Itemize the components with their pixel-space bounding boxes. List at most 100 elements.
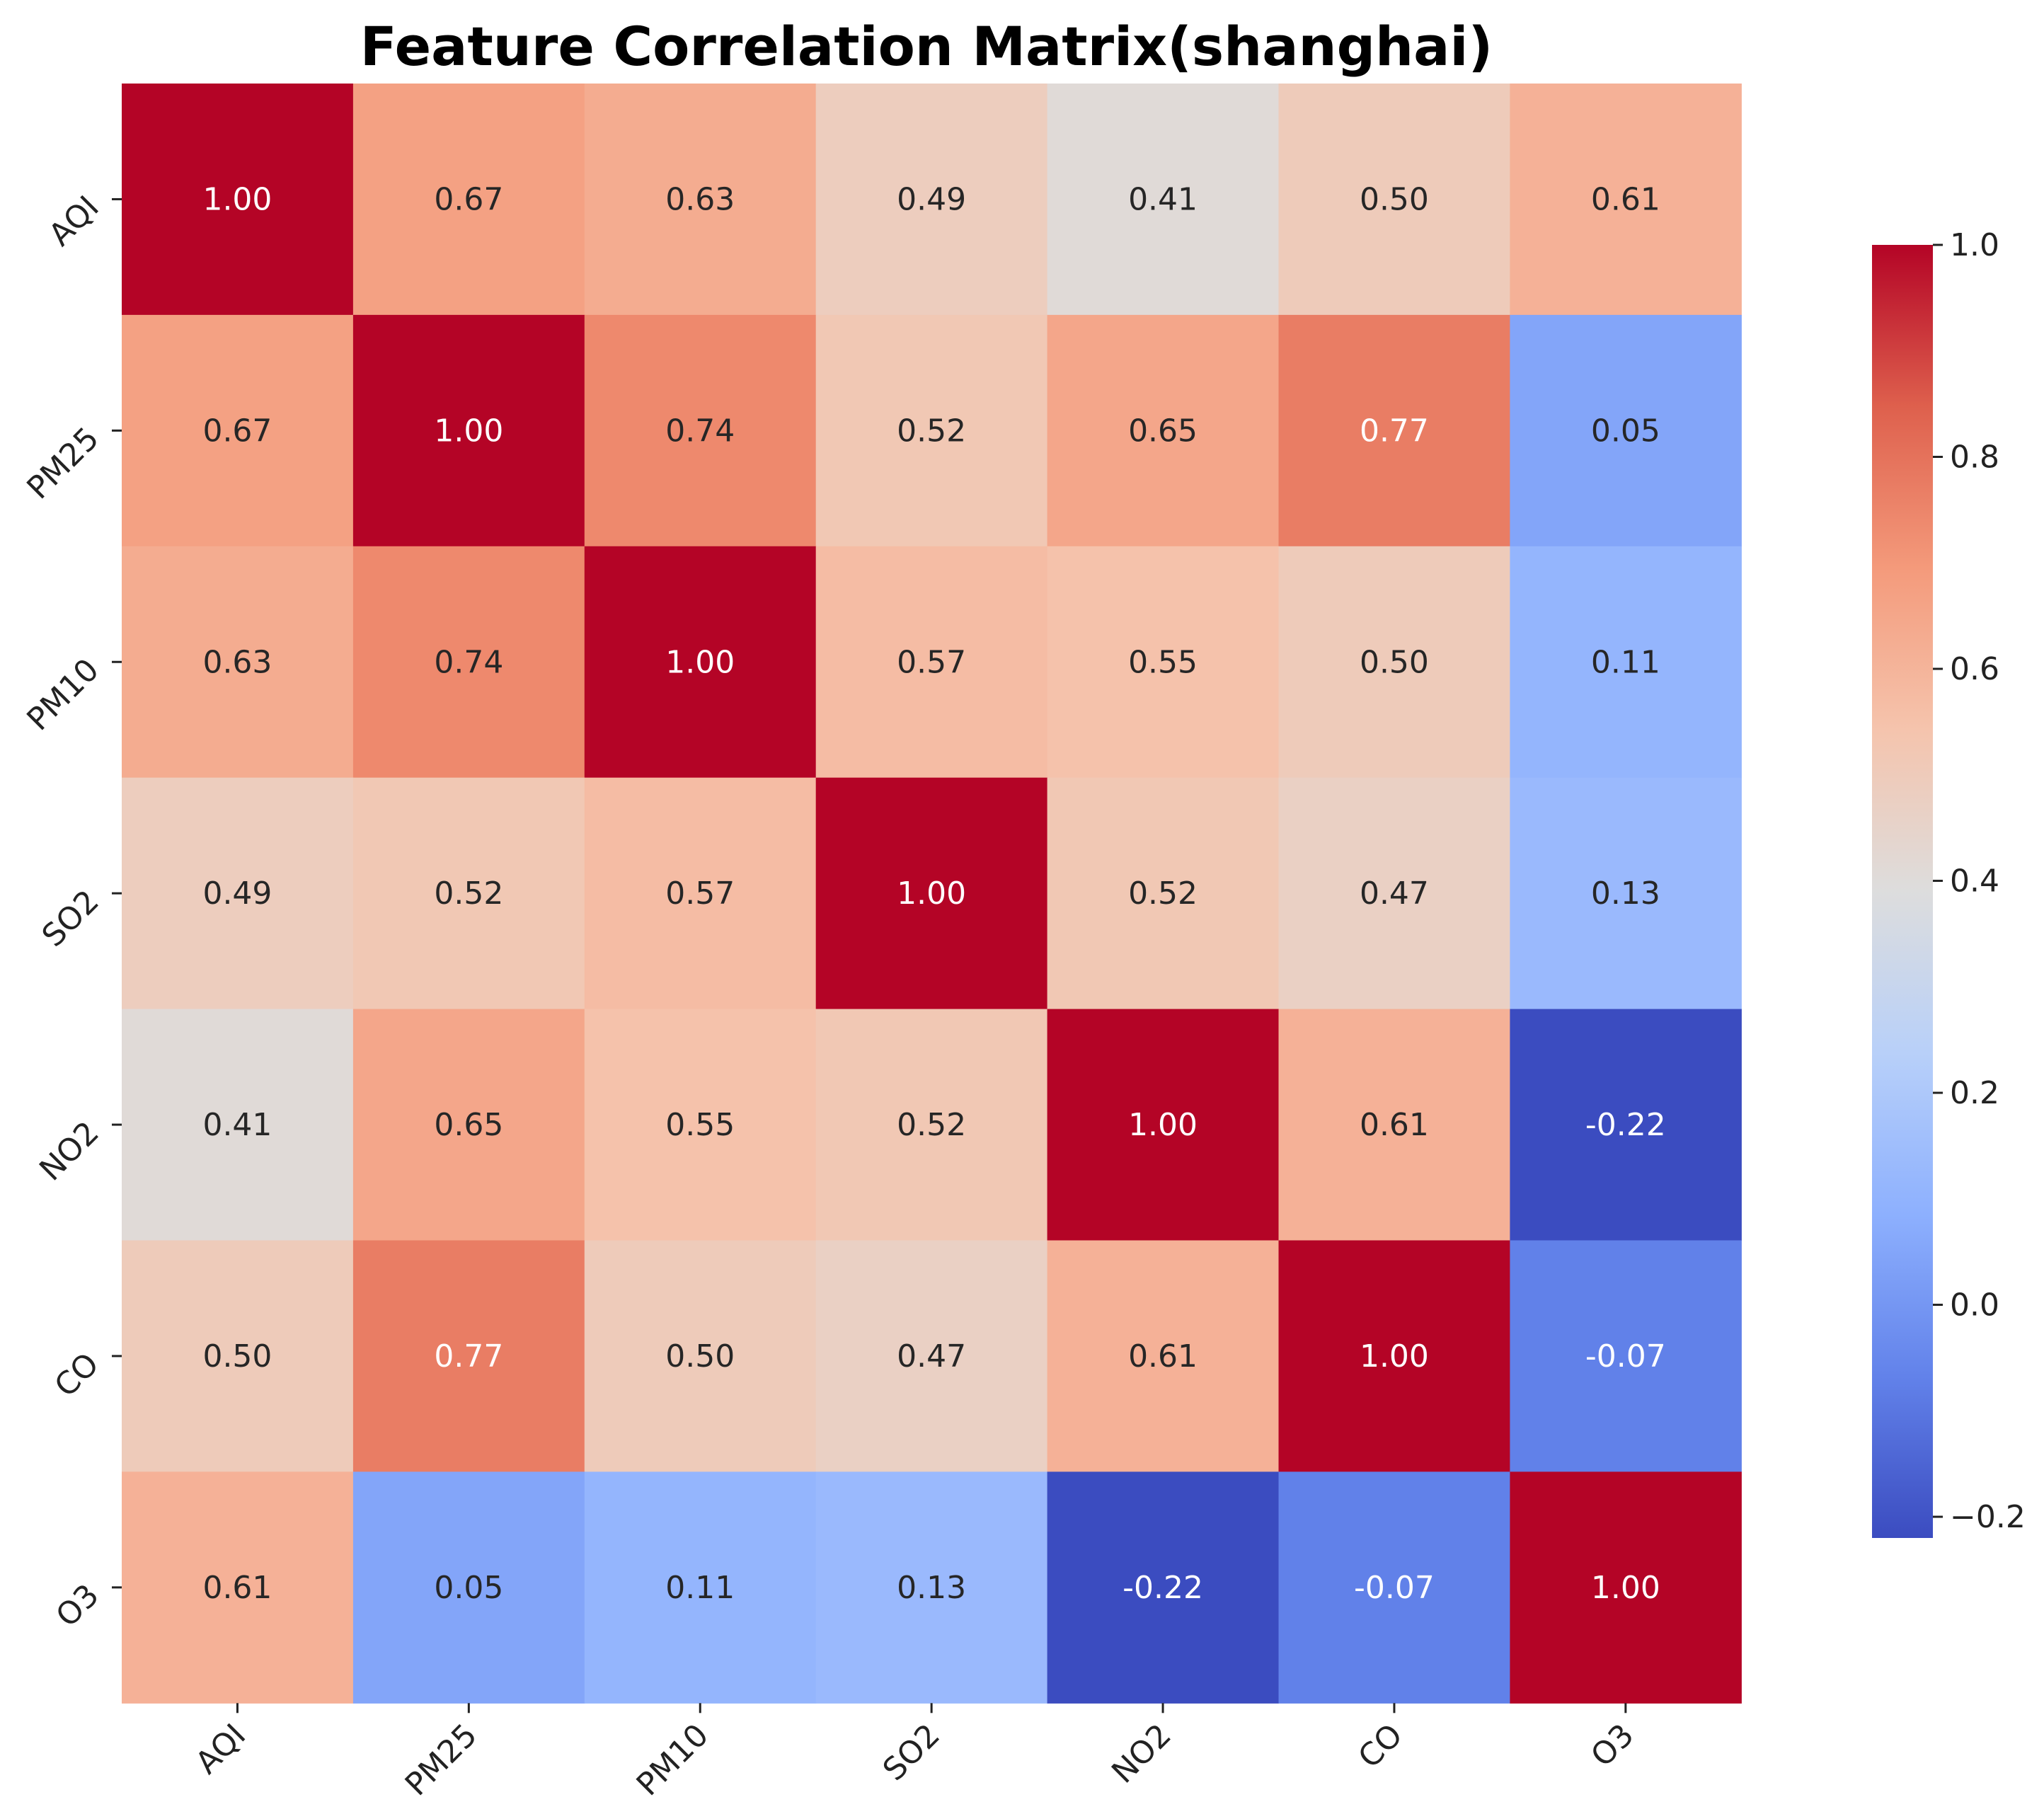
y-tick-label: PM25 [21,420,106,506]
cell-value-label: 0.74 [665,413,735,449]
cell-value-label: 0.55 [665,1107,735,1143]
heatmap-cell [584,314,817,547]
heatmap-cell [1510,1009,1742,1241]
colorbar-ticks: −0.2 0.0 0.2 0.4 0.6 0.8 1.0 [1933,227,2026,1535]
heatmap-cell [584,1009,817,1241]
heatmap-cell [1278,314,1510,547]
cell-value-label: 0.57 [897,644,966,680]
colorbar-tick-label: 0.0 [1950,1287,1999,1324]
heatmap-cell [584,1471,817,1704]
x-tick-label: PM10 [630,1717,716,1803]
heatmap-cell [1510,777,1742,1010]
cell-value-label: 1.00 [665,644,735,680]
cell-value-label: 0.47 [897,1338,966,1374]
cell-value-label: 0.77 [434,1338,503,1374]
chart-title: Feature Correlation Matrix(shanghai) [360,15,1493,78]
colorbar-tick-label: −0.2 [1950,1499,2026,1535]
heatmap-cell [1510,1471,1742,1704]
colorbar-tick-label: 0.8 [1950,440,1999,476]
cell-value-label: 0.63 [202,644,272,680]
y-tick-label: O3 [49,1578,105,1634]
cell-value-label: 0.05 [1591,413,1660,449]
heatmap-cell [122,777,354,1010]
x-tick-label: PM25 [398,1717,484,1803]
heatmap-cell [122,1471,354,1704]
cell-value-label: 0.52 [434,876,503,912]
x-tick-label: CO [1351,1717,1409,1775]
x-tick-label: NO2 [1105,1717,1178,1791]
heatmap-cell [815,314,1048,547]
heatmap-cell [1047,314,1280,547]
heatmap-cell [1278,1471,1510,1704]
cell-value-label: 0.13 [1591,876,1660,912]
cell-value-label: 0.65 [1128,413,1198,449]
cell-value-label: 1.00 [202,181,272,217]
heatmap-cell [122,1009,354,1241]
cell-value-label: 0.13 [897,1570,966,1606]
heatmap-cell [584,1240,817,1472]
cell-value-label: 0.11 [1591,644,1660,680]
y-tick-label: CO [47,1346,105,1404]
y-tick-label: SO2 [35,883,106,954]
colorbar-tick-label: 0.2 [1950,1075,1999,1111]
cell-value-label: 0.74 [434,644,503,680]
heatmap-cell [584,777,817,1010]
heatmap-cell [815,1009,1048,1241]
heatmap-cell [1047,1009,1280,1241]
colorbar-tick-label: 1.0 [1950,227,1999,263]
y-tick-label: PM10 [21,652,106,737]
y-tick-label: AQI [42,189,105,253]
cell-value-label: 0.50 [1360,181,1429,217]
heatmap-cell [1278,1240,1510,1472]
cell-value-label: -0.07 [1354,1570,1435,1606]
heatmap-cell [1278,546,1510,779]
x-tick-label: SO2 [876,1717,947,1788]
y-axis: AQI PM25 PM10 SO2 NO2 CO O3 [21,189,122,1634]
cell-value-label: 1.00 [1360,1338,1429,1374]
cell-value-label: 0.61 [1128,1338,1198,1374]
heatmap-cell [1047,84,1280,316]
heatmap-cell [584,84,817,316]
heatmap-cell [584,546,817,779]
heatmap-cell [1047,777,1280,1010]
heatmap-cell [352,777,585,1010]
cell-value-label: 0.52 [1128,876,1198,912]
heatmap-cell [1047,546,1280,779]
cell-value-label: 0.50 [665,1338,735,1374]
x-axis: AQI PM25 PM10 SO2 NO2 CO O3 [189,1703,1641,1803]
colorbar-gradient [1872,245,1933,1538]
cell-value-label: 0.61 [1591,181,1660,217]
heatmap-cell [815,777,1048,1010]
cell-value-label: 0.61 [202,1570,272,1606]
cell-value-label: -0.07 [1585,1338,1666,1374]
heatmap-cell [815,1471,1048,1704]
colorbar: −0.2 0.0 0.2 0.4 0.6 0.8 1.0 [1872,227,2026,1538]
heatmap-cell [1510,1240,1742,1472]
heatmap-cell [1510,546,1742,779]
heatmap-cell [815,1240,1048,1472]
heatmap-cell [1278,84,1510,316]
cell-value-label: 0.67 [202,413,272,449]
cell-value-label: 0.52 [897,1107,966,1143]
cell-value-label: 0.55 [1128,644,1198,680]
heatmap-cells: 1.00 0.67 0.63 0.49 0.41 0.50 0.61 0.67 1.00 0.74… [122,84,1742,1704]
cell-value-label: 1.00 [897,876,966,912]
heatmap-cell [122,314,354,547]
x-tick-label: O3 [1584,1717,1641,1774]
y-tick-label: NO2 [33,1115,106,1188]
cell-value-label: 0.11 [665,1570,735,1606]
heatmap-cell [1510,84,1742,316]
cell-value-label: 0.52 [897,413,966,449]
heatmap-cell [352,1471,585,1704]
heatmap-cell [352,546,585,779]
colorbar-tick-label: 0.4 [1950,863,1999,900]
heatmap-cell [1047,1240,1280,1472]
cell-value-label: -0.22 [1585,1107,1666,1143]
cell-value-label: 0.05 [434,1570,503,1606]
cell-value-label: 0.49 [202,876,272,912]
heatmap-cell [352,314,585,547]
cell-value-label: 1.00 [1128,1107,1198,1143]
heatmap-cell [352,1009,585,1241]
heatmap-cell [122,546,354,779]
